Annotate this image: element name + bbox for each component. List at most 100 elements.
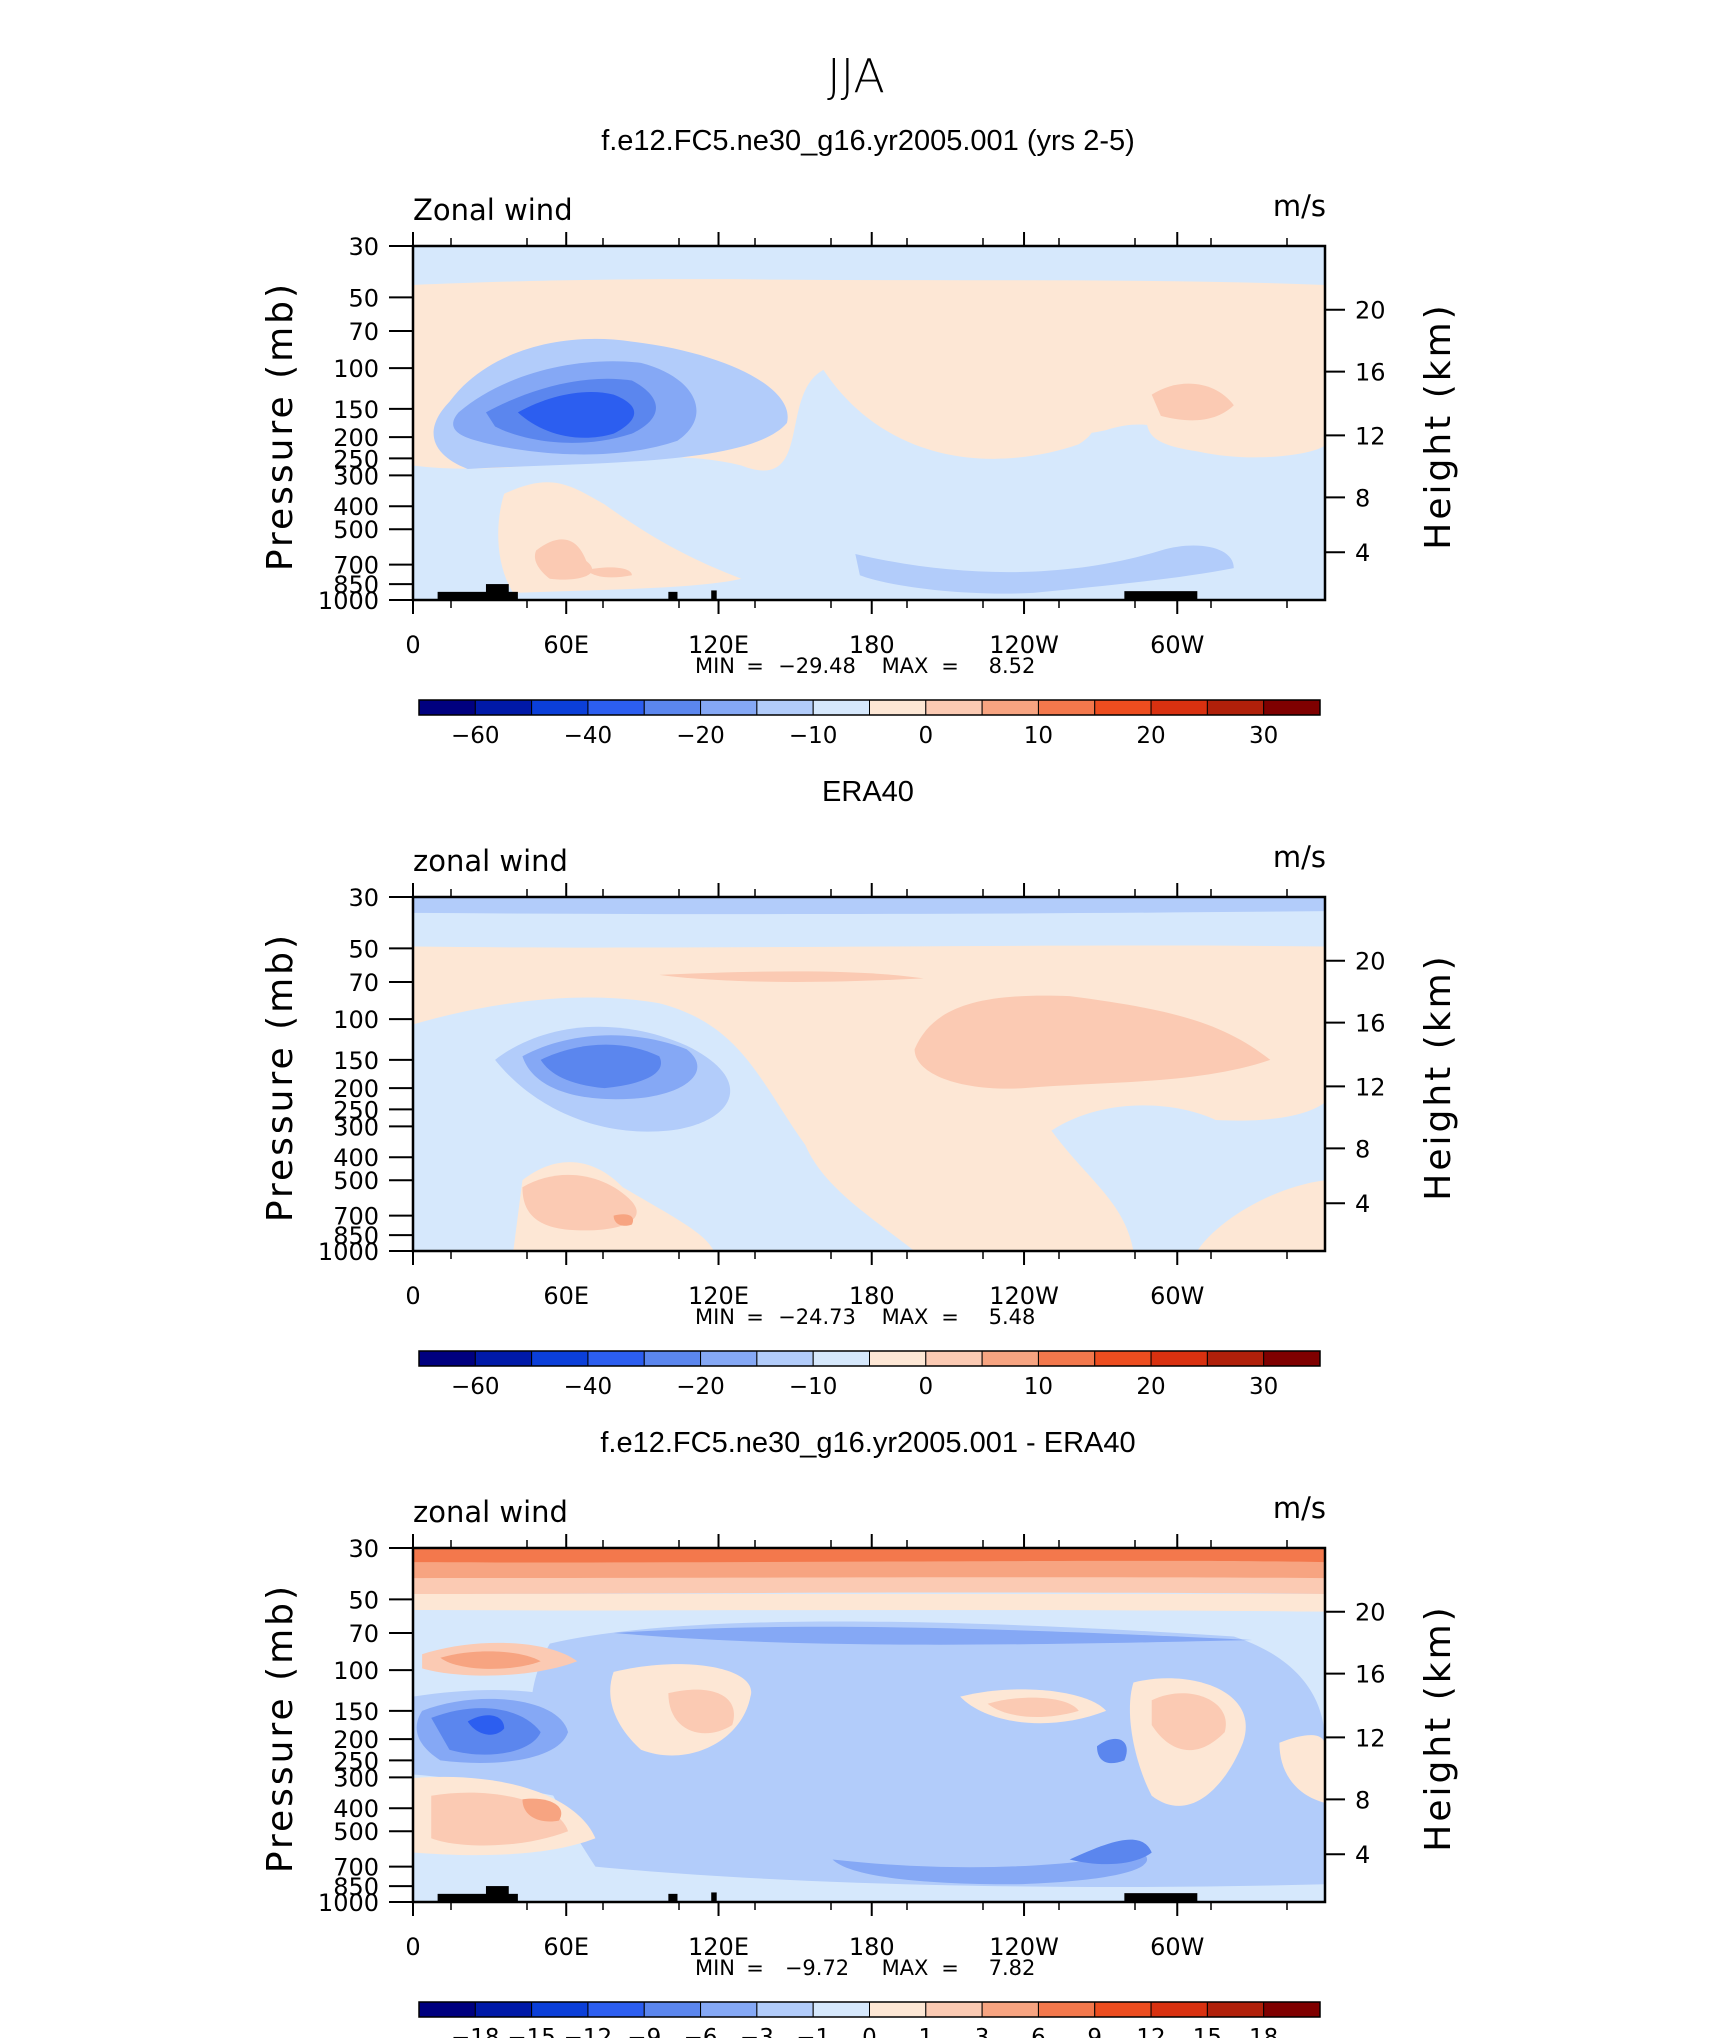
y-tick-label: 850	[333, 571, 379, 599]
y-tick-label: 700	[333, 1203, 379, 1231]
field-label: zonal wind	[413, 844, 568, 878]
contour-region	[914, 995, 1271, 1089]
land-mask	[711, 1892, 717, 1903]
colorbar-frame	[418, 2001, 1321, 2018]
contour-region	[832, 1852, 1148, 1885]
y-right-axis-title: Height (km)	[1418, 953, 1459, 1200]
y-tick-label: 700	[333, 552, 379, 580]
contour-region	[586, 567, 632, 578]
colorbar-swatch	[474, 1350, 533, 1367]
x-tick-label: 120W	[989, 631, 1059, 659]
max-equals: =	[941, 1305, 959, 1329]
colorbar-label: 1	[918, 2025, 933, 2038]
colorbar-label: −40	[564, 1374, 613, 1400]
y-tick-label: 100	[333, 1006, 379, 1034]
colorbar-label: 9	[1087, 2025, 1102, 2038]
colorbar-swatch	[1263, 2001, 1321, 2018]
min-label: MIN	[695, 1956, 735, 1980]
colorbar-label: −60	[451, 723, 500, 749]
colorbar-swatch	[981, 699, 1039, 716]
colorbar-swatch	[531, 699, 589, 716]
colorbar-label: −20	[676, 723, 725, 749]
colorbar-swatch	[418, 2001, 476, 2018]
x-tick-label: 0	[405, 1282, 420, 1310]
land-mask	[1124, 591, 1198, 601]
contour-region	[668, 1689, 734, 1734]
colorbar-swatch	[643, 2001, 702, 2018]
contour-field	[413, 897, 1325, 1251]
y-tick-label: 850	[333, 1222, 379, 1250]
y-right-tick-label: 4	[1355, 1841, 1370, 1869]
colorbar-swatch	[587, 1350, 645, 1367]
y-right-tick-label: 8	[1355, 1135, 1370, 1163]
contour-region	[1069, 1839, 1152, 1865]
max-label: MAX	[882, 1305, 929, 1329]
colorbar-swatch	[700, 2001, 758, 2018]
x-tick-label: 180	[849, 1933, 895, 1961]
y-tick-label: 400	[333, 493, 379, 521]
chart-title: ERA40	[822, 776, 914, 808]
y-tick-label: 30	[348, 1535, 379, 1563]
max-label: MAX	[882, 654, 929, 678]
field-label: Zonal wind	[413, 193, 573, 227]
colorbar-swatch	[531, 1350, 589, 1367]
y-right-tick-label: 8	[1355, 484, 1370, 512]
y-right-tick-label: 20	[1355, 297, 1386, 325]
colorbar-label: −15	[507, 2025, 556, 2038]
max-equals: =	[941, 654, 959, 678]
contour-region	[1151, 1693, 1226, 1751]
units-label: m/s	[1273, 1491, 1326, 1525]
colorbar-swatch	[981, 2001, 1039, 2018]
colorbar-label: −10	[789, 723, 838, 749]
units-label: m/s	[1273, 840, 1326, 874]
colorbar-label: 10	[1024, 723, 1053, 749]
colorbar-swatch	[531, 2001, 589, 2018]
x-tick-label: 60W	[1150, 631, 1204, 659]
y-tick-label: 70	[348, 318, 379, 346]
colorbar-swatch	[643, 1350, 702, 1367]
min-value: −9.72	[785, 1956, 849, 1980]
colorbar-frame	[418, 1350, 1321, 1367]
y-tick-label: 1000	[318, 1238, 379, 1266]
colorbar-swatch	[587, 699, 645, 716]
colorbar-swatch	[1150, 2001, 1208, 2018]
min-equals: =	[746, 654, 764, 678]
colorbar-label: −12	[564, 2025, 613, 2038]
colorbar-label: −10	[789, 1374, 838, 1400]
chart-panel-3: f.e12.FC5.ne30_g16.yr2005.001 - ERA40 zon…	[260, 1427, 1459, 2038]
chart-panel-1: f.e12.FC5.ne30_g16.yr2005.001 (yrs 2-5) Z…	[260, 125, 1459, 749]
contour-region	[540, 1044, 662, 1089]
colorbar-label: −6	[684, 2025, 718, 2038]
colorbar-label: −18	[451, 2025, 500, 2038]
colorbar-swatch	[418, 1350, 476, 1367]
y-right-tick-label: 20	[1355, 948, 1386, 976]
y-tick-label: 50	[348, 284, 379, 312]
contour-region	[522, 1174, 637, 1231]
contour-region	[440, 1651, 541, 1669]
land-mask	[1124, 1893, 1198, 1903]
colorbar-label: −9	[627, 2025, 661, 2038]
y-right-tick-label: 4	[1355, 539, 1370, 567]
colorbar-swatch	[812, 2001, 870, 2018]
y-tick-label: 200	[333, 1726, 379, 1754]
min-label: MIN	[695, 654, 735, 678]
x-tick-label: 120E	[688, 1282, 749, 1310]
min-value: −29.48	[778, 654, 856, 678]
x-tick-label: 120W	[989, 1933, 1059, 1961]
colorbar-label: 30	[1249, 1374, 1278, 1400]
colorbar-swatch	[812, 699, 870, 716]
contour-field	[413, 246, 1325, 600]
colorbar-label: 18	[1249, 2025, 1278, 2038]
colorbar-label: 30	[1249, 723, 1278, 749]
x-tick-label: 0	[405, 631, 420, 659]
land-mask	[668, 591, 678, 601]
contour-region	[613, 1214, 634, 1226]
y-right-axis-title: Height (km)	[1418, 1604, 1459, 1851]
contour-region	[1279, 1735, 1325, 1803]
colorbar-swatch	[1263, 1350, 1321, 1367]
colorbar-label: −1	[796, 2025, 830, 2038]
y-tick-label: 50	[348, 935, 379, 963]
x-tick-label: 180	[849, 631, 895, 659]
y-right-tick-label: 4	[1355, 1190, 1370, 1218]
colorbar-swatch	[700, 1350, 758, 1367]
